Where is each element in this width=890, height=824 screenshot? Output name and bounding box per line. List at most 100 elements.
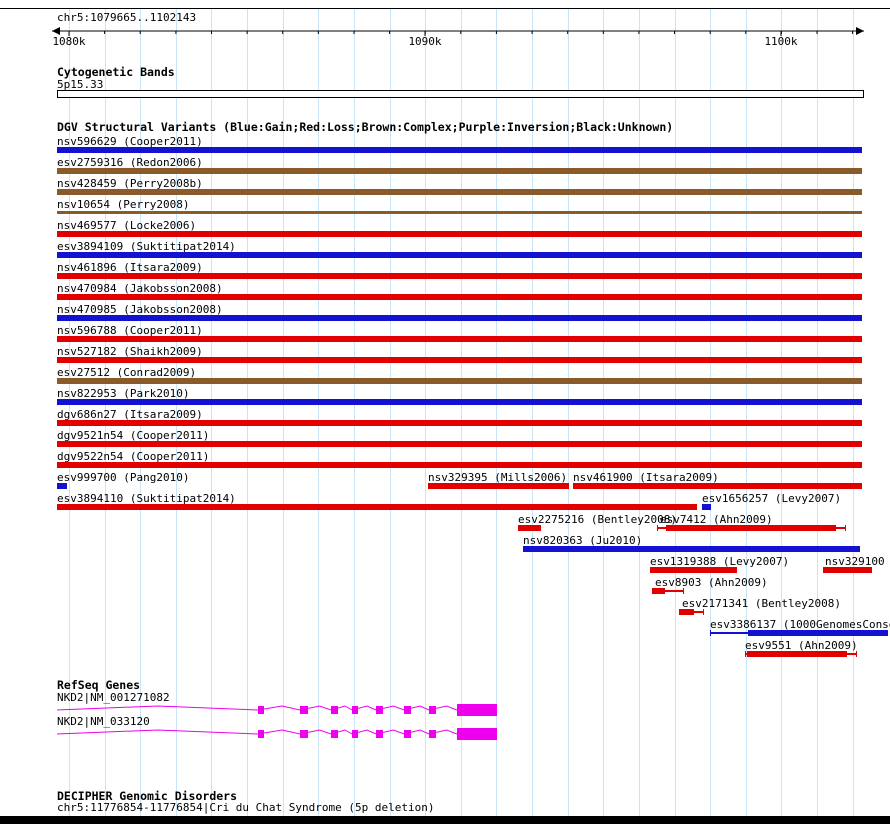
dgv-feature-bar[interactable] [57, 147, 862, 153]
dgv-feature-label[interactable]: esv2171341 (Bentley2008) [682, 597, 841, 610]
dgv-feature-bar[interactable] [57, 399, 862, 405]
dgv-feature-bar[interactable] [57, 378, 862, 384]
dgv-feature-bar[interactable] [57, 168, 862, 174]
decipher-entry-label[interactable]: chr5:11776854-11776854|Cri du Chat Syndr… [57, 801, 435, 814]
dgv-feature-whisker-end [745, 651, 746, 657]
dgv-feature-bar[interactable] [823, 567, 872, 573]
gridline [104, 8, 106, 816]
dgv-feature-bar[interactable] [573, 483, 862, 489]
dgv-feature-bar[interactable] [747, 651, 847, 657]
dgv-feature-label[interactable]: esv1319388 (Levy2007) [650, 555, 790, 568]
dgv-feature-label[interactable]: nsv470985 (Jakobsson2008) [57, 303, 223, 316]
dgv-feature-bar[interactable] [748, 630, 888, 636]
dgv-feature-bar[interactable] [523, 546, 860, 552]
dgv-feature-bar[interactable] [680, 609, 694, 615]
dgv-feature-label[interactable]: esv27512 (Conrad2009) [57, 366, 197, 379]
gridline [389, 8, 391, 816]
dgv-feature-label[interactable]: nsv428459 (Perry2008b) [57, 177, 203, 190]
gridline [140, 8, 142, 816]
dgv-feature-bar[interactable] [57, 336, 862, 342]
region-coordinates: chr5:1079665..1102143 [57, 11, 197, 24]
dgv-feature-bar[interactable] [666, 525, 836, 531]
dgv-feature-bar[interactable] [57, 211, 862, 214]
dgv-feature-bar[interactable] [57, 504, 697, 510]
gridline [318, 8, 320, 816]
dgv-feature-bar[interactable] [57, 315, 862, 321]
gridline [282, 8, 284, 816]
gridline [817, 8, 819, 816]
dgv-feature-label[interactable]: esv7412 (Ahn2009) [660, 513, 773, 526]
dgv-feature-bar[interactable] [518, 525, 541, 531]
gridline [567, 8, 569, 816]
ruler-tick-label: 1090k [408, 35, 442, 48]
cytoband-glyph[interactable] [57, 90, 864, 98]
dgv-feature-whisker-end [845, 525, 846, 531]
dgv-feature-bar[interactable] [653, 588, 665, 594]
gene-glyph[interactable] [0, 725, 890, 743]
dgv-feature-label[interactable]: esv8903 (Ahn2009) [655, 576, 768, 589]
dgv-feature-label[interactable]: nsv596788 (Cooper2011) [57, 324, 203, 337]
dgv-feature-whisker-end [652, 588, 653, 594]
dgv-feature-bar[interactable] [57, 294, 862, 300]
dgv-feature-label[interactable]: nsv10654 (Perry2008) [57, 198, 190, 211]
dgv-feature-label[interactable]: esv2275216 (Bentley2008) [518, 513, 677, 526]
dgv-feature-label[interactable]: esv9551 (Ahn2009) [745, 639, 858, 652]
dgv-feature-whisker-end [679, 609, 680, 615]
gene-glyph[interactable] [0, 701, 890, 719]
dgv-feature-label[interactable]: nsv461900 (Itsara2009) [573, 471, 719, 484]
dgv-feature-bar[interactable] [57, 441, 862, 447]
dgv-feature-whisker-end [683, 588, 684, 594]
dgv-feature-label[interactable]: nsv596629 (Cooper2011) [57, 135, 203, 148]
dgv-feature-label[interactable]: nsv329395 (Mills2006) [428, 471, 568, 484]
dgv-feature-bar[interactable] [57, 357, 862, 363]
dgv-feature-bar[interactable] [702, 504, 711, 510]
dgv-feature-bar[interactable] [428, 483, 569, 489]
dgv-feature-bar[interactable] [57, 252, 862, 258]
ruler-axis [52, 27, 864, 36]
dgv-feature-label[interactable]: nsv527182 (Shaikh2009) [57, 345, 203, 358]
dgv-feature-whisker[interactable] [652, 590, 684, 592]
dgv-feature-label[interactable]: dgv9521n54 (Cooper2011) [57, 429, 210, 442]
dgv-feature-bar[interactable] [57, 462, 862, 468]
dgv-feature-label[interactable]: esv3894110 (Suktitipat2014) [57, 492, 236, 505]
decipher-feature-bar[interactable] [0, 816, 890, 824]
dgv-feature-whisker-end [710, 630, 711, 636]
gridline [353, 8, 355, 816]
ruler-tick-label: 1100k [764, 35, 798, 48]
ruler-tick-label: 1080k [52, 35, 86, 48]
gridline [460, 8, 462, 816]
dgv-feature-whisker-end [657, 525, 658, 531]
dgv-feature-label[interactable]: dgv9522n54 (Cooper2011) [57, 450, 210, 463]
dgv-feature-label[interactable]: esv2759316 (Redon2006) [57, 156, 203, 169]
dgv-feature-bar[interactable] [57, 189, 862, 195]
gridline [638, 8, 640, 816]
panel-top-border [0, 8, 890, 9]
dgv-feature-label[interactable]: nsv469577 (Locke2006) [57, 219, 197, 232]
dgv-feature-label[interactable]: nsv461896 (Itsara2009) [57, 261, 203, 274]
gridline [496, 8, 498, 816]
dgv-feature-label[interactable]: esv3386137 (1000GenomesConsort [710, 618, 890, 631]
ruler-labels: 1080k 1090k 1100k [0, 36, 890, 48]
dgv-feature-label[interactable]: esv3894109 (Suktitipat2014) [57, 240, 236, 253]
dgv-feature-bar[interactable] [57, 231, 862, 237]
dgv-feature-bar[interactable] [57, 483, 67, 489]
gene-label[interactable]: NKD2|NM_001271082 [57, 691, 170, 704]
gridline [211, 8, 213, 816]
gridline [532, 8, 534, 816]
gridline [710, 8, 712, 816]
dgv-feature-label[interactable]: nsv822953 (Park2010) [57, 387, 190, 400]
dgv-feature-bar[interactable] [650, 567, 737, 573]
dgv-feature-label[interactable]: esv999700 (Pang2010) [57, 471, 190, 484]
dgv-feature-label[interactable]: nsv470984 (Jakobsson2008) [57, 282, 223, 295]
gene-label[interactable]: NKD2|NM_033120 [57, 715, 150, 728]
dgv-feature-label[interactable]: esv1656257 (Levy2007) [702, 492, 842, 505]
dgv-feature-label[interactable]: nsv820363 (Ju2010) [523, 534, 643, 547]
dgv-feature-bar[interactable] [57, 420, 862, 426]
dgv-feature-label[interactable]: dgv686n27 (Itsara2009) [57, 408, 203, 421]
gridline [425, 8, 427, 816]
dgv-feature-bar[interactable] [57, 273, 862, 279]
dgv-feature-label[interactable]: nsv329100 ( [825, 555, 885, 568]
